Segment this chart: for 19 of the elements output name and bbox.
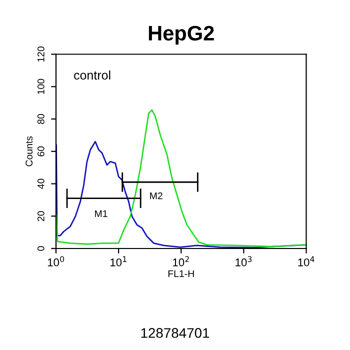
x-tick-label: 10$^{4}$ bbox=[298, 256, 314, 266]
text: 128784701 bbox=[141, 328, 210, 338]
x-tick-label: 10$^{1}$ bbox=[110, 256, 126, 266]
x-tick-label: 10$^{2}$ bbox=[173, 256, 189, 266]
y-tick-label: 0 bbox=[37, 246, 44, 251]
annotation: control bbox=[74, 70, 110, 80]
y-tick-label: 20 bbox=[37, 211, 44, 222]
x-tick-label: 10$^{0}$ bbox=[48, 256, 64, 266]
y-axis-title: Counts bbox=[26, 136, 33, 166]
y-tick-label: 60 bbox=[37, 146, 44, 156]
annotation: M1 bbox=[95, 210, 108, 218]
y-tick-label: 120 bbox=[37, 46, 44, 62]
y-tick-label: 80 bbox=[37, 114, 44, 124]
y-tick-label: 100 bbox=[37, 78, 44, 94]
y-tick-label: 40 bbox=[37, 178, 44, 189]
annotation: M2 bbox=[150, 192, 162, 200]
chart-title: HepG2 bbox=[148, 26, 214, 45]
x-tick-label: 10$^{3}$ bbox=[236, 256, 252, 266]
x-axis-title: FL1-H bbox=[168, 270, 194, 278]
